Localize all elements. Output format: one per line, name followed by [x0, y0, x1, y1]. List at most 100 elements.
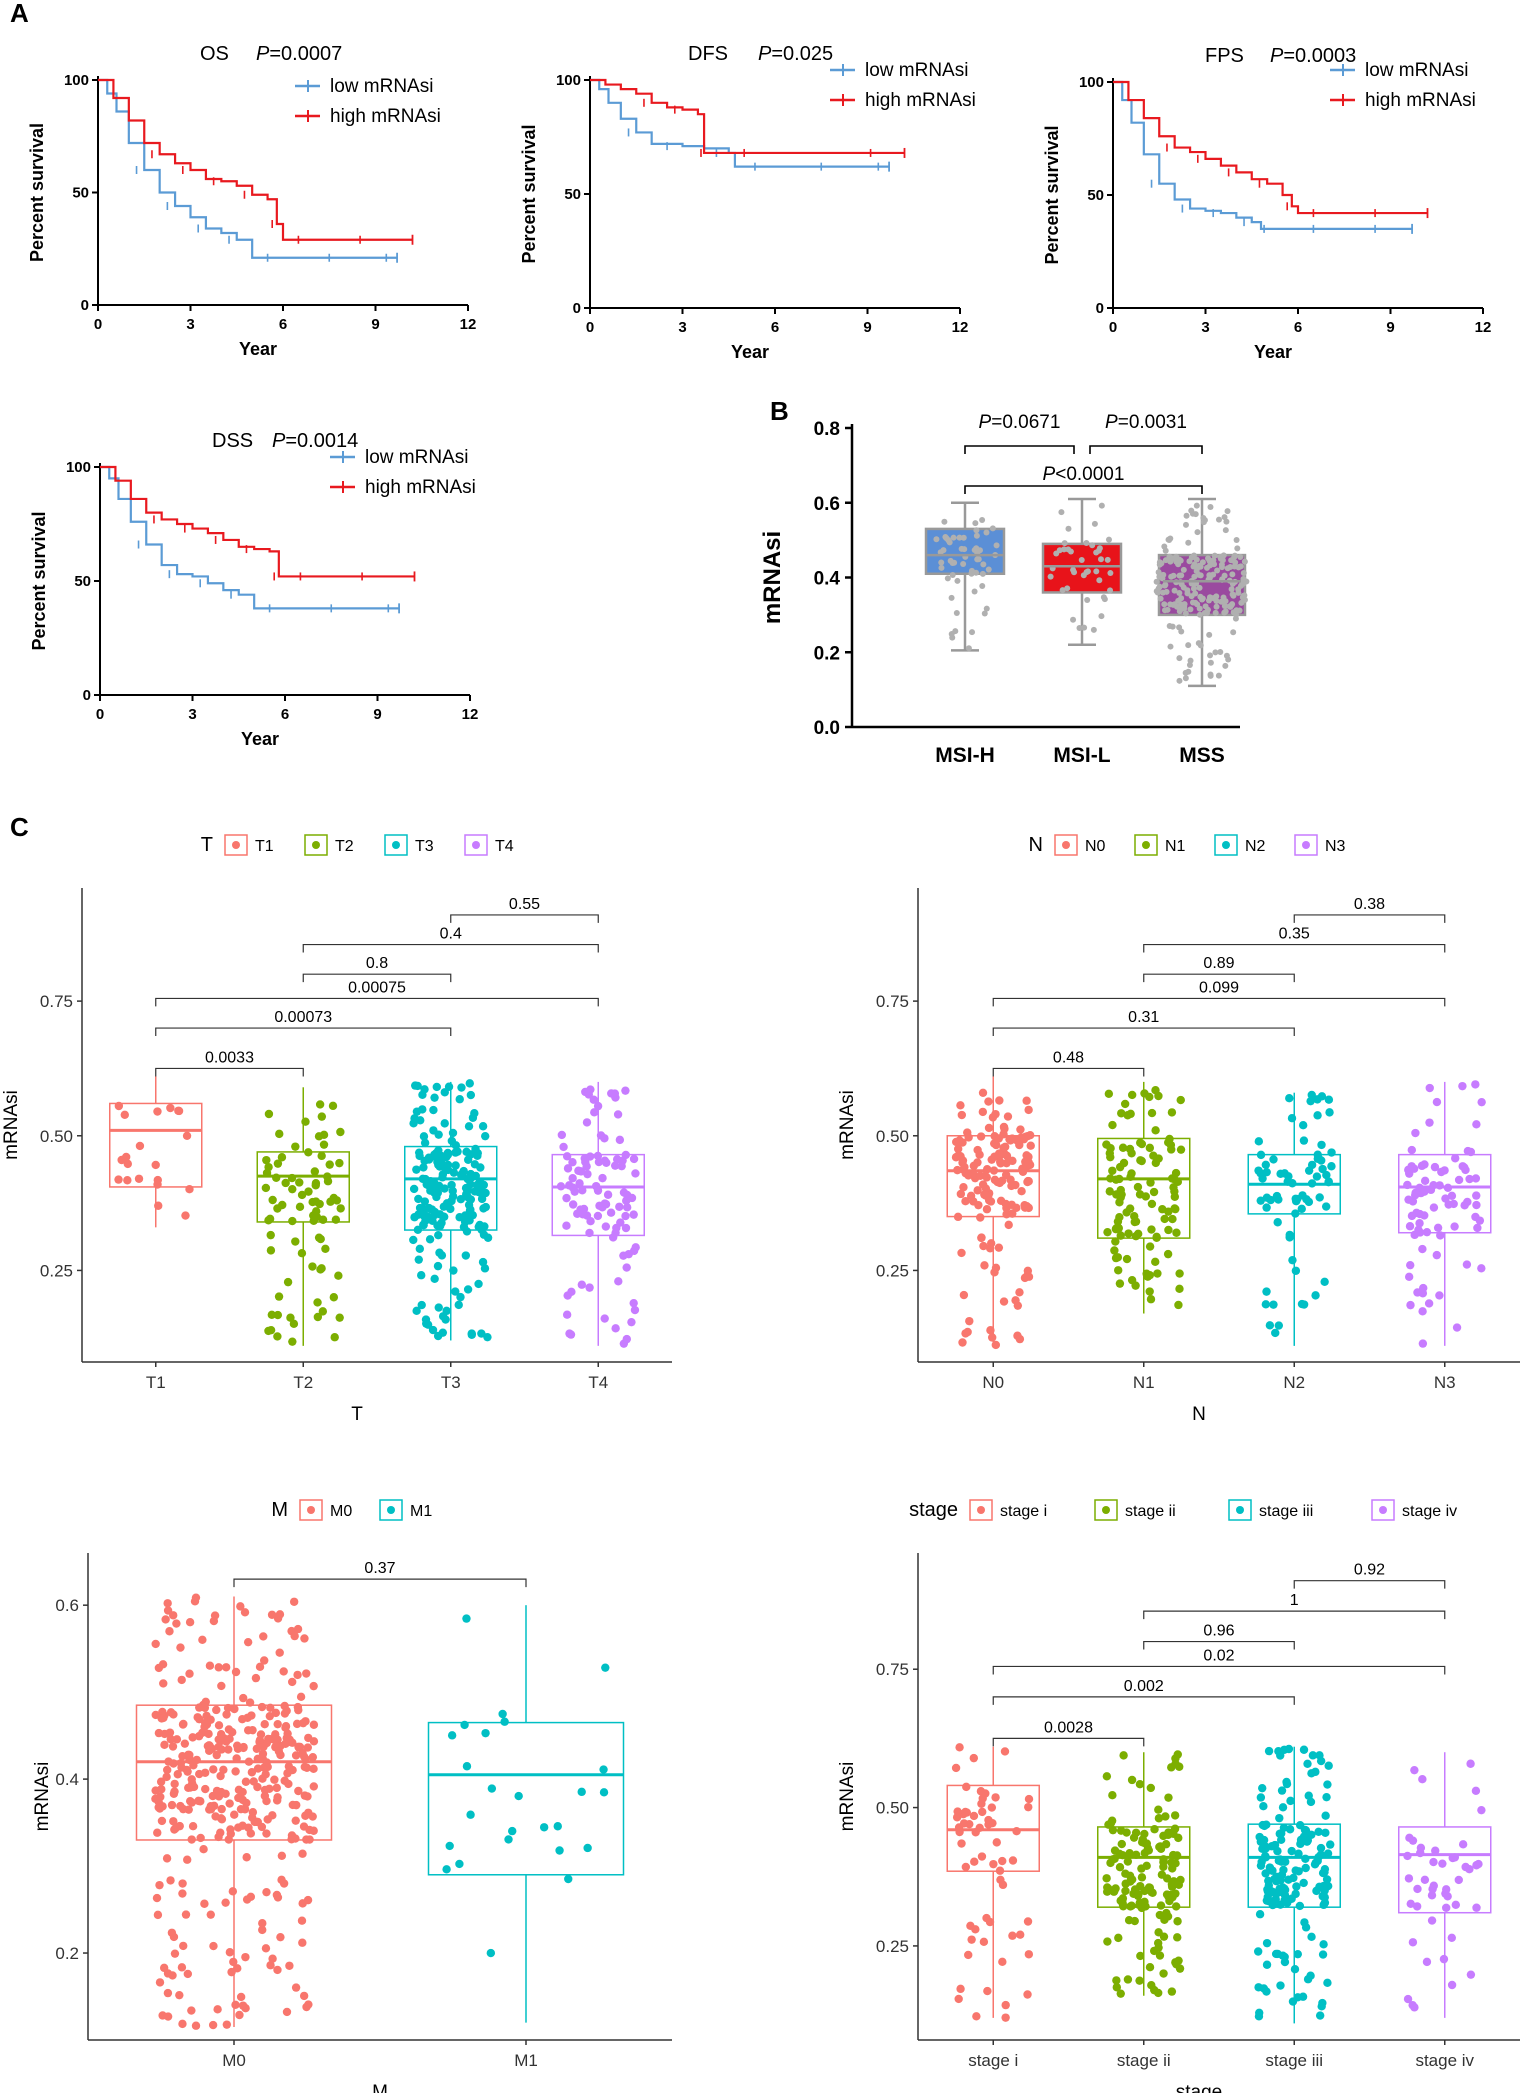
- data-point: [1199, 559, 1206, 566]
- data-point: [276, 1932, 285, 1942]
- data-point: [1186, 661, 1193, 668]
- data-point: [1211, 561, 1218, 568]
- data-point: [979, 570, 986, 577]
- data-point: [1420, 1160, 1429, 1169]
- data-point: [1157, 595, 1164, 602]
- data-point: [154, 1201, 163, 1210]
- data-point: [157, 1785, 166, 1794]
- data-point: [1161, 1812, 1170, 1821]
- data-point: [214, 1792, 224, 1801]
- data-point: [1024, 1105, 1033, 1115]
- data-point: [1171, 1902, 1181, 1911]
- km-p-value-italic: P: [758, 43, 772, 65]
- data-point: [621, 1150, 631, 1160]
- data-point: [1125, 1848, 1134, 1858]
- data-point: [1307, 1932, 1316, 1942]
- legend-key-dot: [387, 1506, 395, 1514]
- y-tick-label: 50: [564, 186, 581, 203]
- data-point: [266, 1703, 275, 1712]
- x-axis-label: Year: [731, 342, 769, 362]
- data-point: [466, 1810, 475, 1819]
- legend-label: high mRNAsi: [330, 106, 441, 127]
- data-point: [1173, 558, 1180, 565]
- data-point: [1145, 1092, 1154, 1102]
- data-point: [989, 1859, 998, 1869]
- data-point: [1429, 1857, 1438, 1867]
- data-point: [1213, 598, 1220, 605]
- data-point: [1316, 1843, 1326, 1853]
- data-point: [1102, 1772, 1112, 1781]
- legend-key-dot: [312, 841, 320, 849]
- data-point: [1318, 1868, 1328, 1878]
- data-point: [1047, 573, 1054, 580]
- data-point: [1105, 536, 1112, 543]
- data-point: [1256, 1861, 1266, 1870]
- data-point: [1222, 527, 1229, 534]
- data-point: [1418, 1289, 1428, 1298]
- comparison-bracket: [450, 914, 599, 923]
- data-point: [1405, 1222, 1415, 1231]
- data-point: [1145, 1883, 1155, 1892]
- data-point: [598, 1173, 607, 1183]
- data-point: [1318, 1892, 1327, 1901]
- data-point: [1288, 1255, 1297, 1265]
- data-point: [1261, 1869, 1270, 1878]
- data-point: [1121, 1869, 1130, 1878]
- data-point: [1127, 1149, 1136, 1158]
- comparison-p-value: 0.0033: [205, 1049, 254, 1066]
- comparison-p-value: 0.31: [1128, 1009, 1159, 1026]
- legend-key-dot: [307, 1506, 315, 1514]
- data-point: [1408, 1197, 1418, 1206]
- data-point: [1163, 1249, 1173, 1259]
- data-point: [1213, 593, 1220, 600]
- data-point: [585, 1283, 594, 1292]
- data-point: [990, 1268, 999, 1277]
- data-point: [599, 1765, 608, 1774]
- comparison-p-value-value: =0.0031: [1118, 412, 1187, 433]
- data-point: [1156, 1844, 1166, 1853]
- data-point: [1122, 1828, 1131, 1837]
- data-point: [177, 1675, 186, 1685]
- data-point: [1129, 1833, 1139, 1842]
- data-point: [1126, 1109, 1135, 1119]
- data-point: [303, 1792, 312, 1801]
- data-point: [982, 1173, 991, 1182]
- data-point: [1264, 1746, 1274, 1756]
- x-tick-label: stage iv: [1415, 2051, 1474, 2070]
- data-point: [199, 1845, 208, 1854]
- data-point: [1207, 659, 1214, 666]
- data-point: [166, 1876, 175, 1885]
- data-point: [172, 1619, 181, 1628]
- data-point: [309, 1764, 318, 1774]
- data-point: [271, 1730, 280, 1739]
- legend-label: M0: [330, 1503, 352, 1520]
- data-point: [983, 1986, 992, 1996]
- data-point: [1127, 1875, 1137, 1884]
- data-point: [614, 1277, 623, 1286]
- data-point: [1285, 1093, 1294, 1103]
- x-axis-label: Year: [239, 339, 277, 359]
- data-point: [1306, 1096, 1315, 1106]
- data-point: [977, 1799, 986, 1808]
- data-point: [1123, 1857, 1133, 1866]
- data-point: [268, 1954, 277, 1963]
- data-point: [1451, 1154, 1460, 1163]
- y-axis-label: Percent survival: [1042, 125, 1062, 264]
- data-point: [253, 1782, 262, 1792]
- data-point: [977, 1233, 986, 1242]
- data-point: [1141, 1902, 1150, 1911]
- data-point: [1472, 1200, 1481, 1210]
- data-point: [1429, 1180, 1438, 1190]
- data-point: [1021, 1157, 1030, 1166]
- data-point: [316, 1234, 325, 1244]
- data-point: [244, 1757, 254, 1766]
- data-point: [958, 1338, 967, 1347]
- data-point: [305, 1835, 314, 1844]
- y-tick-label: 100: [64, 72, 89, 89]
- data-point: [419, 1163, 428, 1172]
- data-point: [447, 1731, 457, 1740]
- x-tick-label: 12: [952, 319, 969, 336]
- data-point: [1307, 1179, 1317, 1188]
- data-point: [1271, 1328, 1280, 1338]
